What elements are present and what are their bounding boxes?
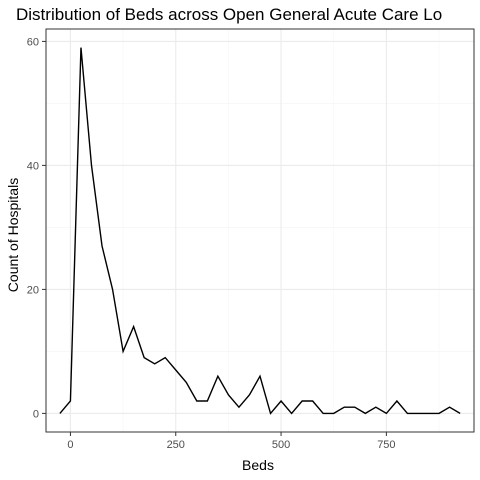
y-tick-label: 60 [27,36,39,48]
y-axis-title: Count of Hospitals [5,178,21,292]
x-axis: 0 250 500 750 [67,432,396,451]
chart-title: Distribution of Beds across Open General… [16,5,442,24]
grid [46,29,474,432]
x-tick-label: 250 [167,439,185,451]
series-line [59,47,461,415]
y-tick-label: 20 [27,284,39,296]
x-tick-label: 750 [377,439,395,451]
panel-border [45,28,475,433]
x-tick-label: 500 [272,439,290,451]
y-tick-label: 0 [33,408,39,420]
y-axis: 0 20 40 60 [27,36,46,420]
x-tick-label: 0 [67,439,73,451]
x-axis-title: Beds [242,457,274,473]
y-tick-label: 40 [27,160,39,172]
